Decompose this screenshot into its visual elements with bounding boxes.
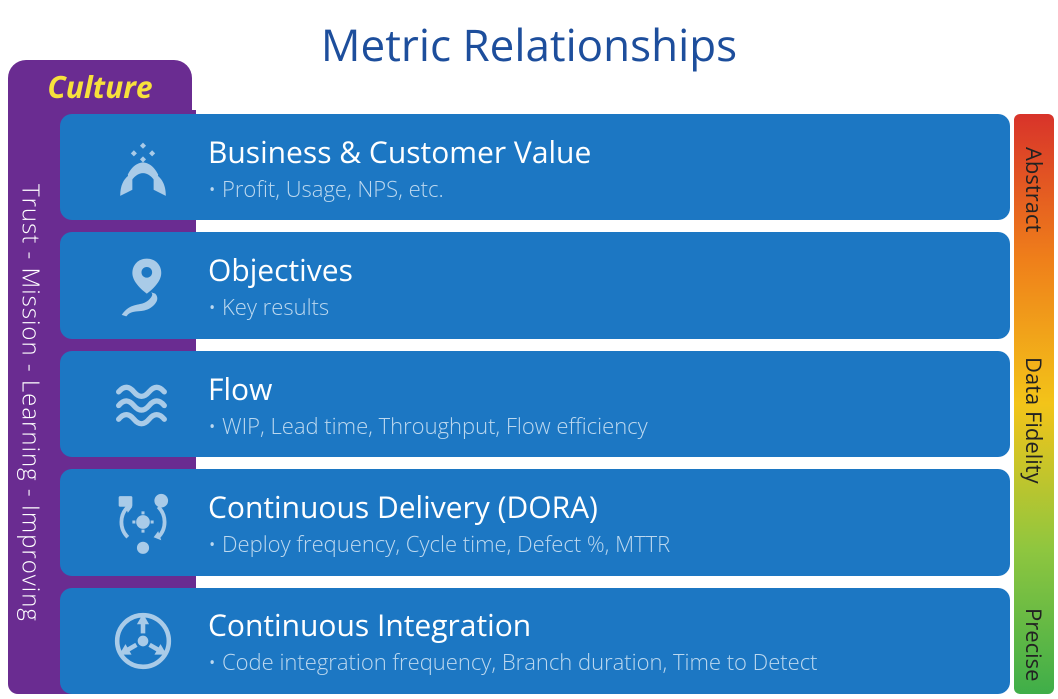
pin-path-icon xyxy=(78,248,208,324)
scale-label-abstract: Abstract xyxy=(1014,120,1054,260)
devops-cycle-icon xyxy=(78,484,208,560)
scale-label-text: Abstract xyxy=(1019,147,1049,232)
row-subtitle: Profit, Usage, NPS, etc. xyxy=(208,174,992,204)
row-title: Objectives xyxy=(208,249,992,290)
culture-vertical-text-wrap: Trust - Mission - Learning - Improving xyxy=(8,114,54,692)
row-title: Continuous Delivery (DORA) xyxy=(208,486,992,527)
metric-rows: Business & Customer Value Profit, Usage,… xyxy=(60,114,1010,694)
row-title: Flow xyxy=(208,368,992,409)
row-flow: Flow WIP, Lead time, Throughput, Flow ef… xyxy=(60,351,1010,457)
culture-tab-label: Culture xyxy=(47,66,152,107)
scale-label-text: Precise xyxy=(1019,608,1049,682)
hands-value-icon xyxy=(78,129,208,205)
scale-label-precise: Precise xyxy=(1014,600,1054,690)
row-continuous-delivery: Continuous Delivery (DORA) Deploy freque… xyxy=(60,469,1010,575)
scale-label-text: Data Fidelity xyxy=(1019,357,1049,484)
waves-icon xyxy=(78,366,208,442)
row-title: Continuous Integration xyxy=(208,604,992,645)
arrows-in-icon xyxy=(78,603,208,679)
row-continuous-integration: Continuous Integration Code integration … xyxy=(60,588,1010,694)
row-subtitle: Deploy frequency, Cycle time, Defect %, … xyxy=(208,529,992,559)
row-business-value: Business & Customer Value Profit, Usage,… xyxy=(60,114,1010,220)
scale-label-fidelity: Data Fidelity xyxy=(1014,320,1054,520)
culture-vertical-text: Trust - Mission - Learning - Improving xyxy=(15,184,48,622)
row-title: Business & Customer Value xyxy=(208,131,992,172)
row-subtitle: Code integration frequency, Branch durat… xyxy=(208,647,992,677)
row-objectives: Objectives Key results xyxy=(60,232,1010,338)
row-subtitle: Key results xyxy=(208,292,992,322)
culture-tab: Culture xyxy=(8,60,192,112)
row-subtitle: WIP, Lead time, Throughput, Flow efficie… xyxy=(208,411,992,441)
